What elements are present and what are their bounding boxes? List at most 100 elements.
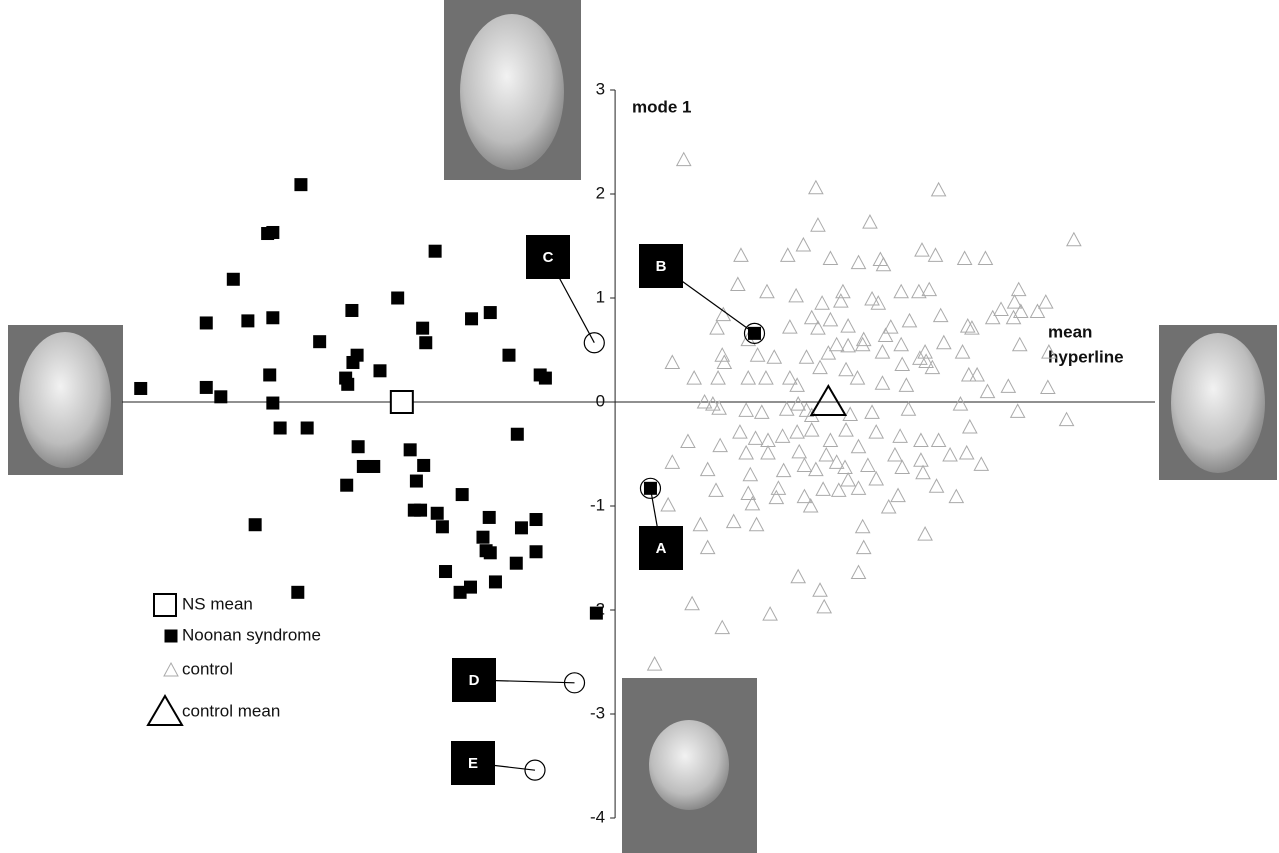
- legend: NS mean Noonan syndrome control control mea…: [148, 594, 321, 725]
- data-point: [809, 463, 823, 476]
- data-point: [661, 498, 675, 511]
- callout-label: A: [656, 540, 667, 557]
- data-point: [439, 565, 452, 578]
- callout-label: C: [543, 249, 554, 266]
- data-point: [961, 319, 975, 332]
- data-point: [340, 479, 353, 492]
- data-point: [1039, 295, 1053, 308]
- data-point: [930, 479, 944, 492]
- data-point: [791, 397, 805, 410]
- legend-label: control mean: [182, 701, 280, 720]
- data-point: [937, 336, 951, 349]
- data-point: [261, 227, 274, 240]
- data-point: [515, 521, 528, 534]
- data-point: [792, 445, 806, 458]
- x-axis-label: mean: [1048, 322, 1092, 341]
- data-point: [771, 481, 785, 494]
- data-point: [811, 218, 825, 231]
- data-point: [763, 607, 777, 620]
- data-point: [922, 283, 936, 296]
- legend-label: control: [182, 659, 233, 678]
- data-point: [665, 455, 679, 468]
- data-point: [850, 371, 864, 384]
- data-point: [895, 358, 909, 371]
- data-point: [1067, 233, 1081, 246]
- data-point: [830, 338, 844, 351]
- data-point: [781, 248, 795, 261]
- data-point: [274, 422, 287, 435]
- data-point: [410, 475, 423, 488]
- series: [391, 391, 413, 413]
- data-point: [819, 448, 833, 461]
- data-point: [863, 215, 877, 228]
- series: [811, 386, 845, 415]
- data-point: [790, 425, 804, 438]
- data-point: [797, 458, 811, 471]
- legend-label: Noonan syndrome: [182, 625, 321, 644]
- data-point: [263, 368, 276, 381]
- data-point: [710, 321, 724, 334]
- data-point: [739, 403, 753, 416]
- data-point: [823, 433, 837, 446]
- data-point: [823, 251, 837, 264]
- data-point: [677, 153, 691, 166]
- data-point: [816, 482, 830, 495]
- data-point: [1011, 404, 1025, 417]
- data-point: [915, 243, 929, 256]
- data-point: [214, 390, 227, 403]
- data-point: [539, 372, 552, 385]
- data-point: [823, 313, 837, 326]
- data-point: [751, 348, 765, 361]
- data-point: [852, 440, 866, 453]
- data-point: [805, 311, 819, 324]
- data-point: [590, 607, 603, 620]
- x-axis-label: hyperline: [1048, 347, 1124, 366]
- data-point: [761, 446, 775, 459]
- data-point: [227, 273, 240, 286]
- data-point: [241, 314, 254, 327]
- data-point: [934, 309, 948, 322]
- data-point: [776, 429, 790, 442]
- data-point: [693, 518, 707, 531]
- data-point: [414, 504, 427, 517]
- data-point: [454, 586, 467, 599]
- data-point: [815, 296, 829, 309]
- data-point: [994, 302, 1008, 315]
- callout-label: D: [469, 672, 480, 689]
- data-point: [918, 527, 932, 540]
- data-point: [1001, 379, 1015, 392]
- data-point: [687, 371, 701, 384]
- data-point: [914, 433, 928, 446]
- data-point: [790, 378, 804, 391]
- data-point: [852, 566, 866, 579]
- data-point: [391, 292, 404, 305]
- data-point: [875, 376, 889, 389]
- data-point: [1012, 283, 1026, 296]
- data-point: [483, 511, 496, 524]
- data-point: [476, 531, 489, 544]
- data-point: [249, 518, 262, 531]
- data-point: [783, 320, 797, 333]
- face-image-top: [444, 0, 581, 180]
- data-point: [932, 433, 946, 446]
- legend-marker: [148, 696, 182, 725]
- data-point: [943, 448, 957, 461]
- data-point: [266, 397, 279, 410]
- legend-label: NS mean: [182, 594, 253, 613]
- data-point: [834, 294, 848, 307]
- chart: mode 1 mean hyperline -4-3-2-10123ABCDEN…: [0, 0, 1279, 853]
- series: [648, 153, 1081, 670]
- data-point: [313, 335, 326, 348]
- data-point: [743, 468, 757, 481]
- data-point: [727, 515, 741, 528]
- data-point: [404, 443, 417, 456]
- data-point: [484, 546, 497, 559]
- data-point: [200, 316, 213, 329]
- data-point: [789, 289, 803, 302]
- data-point: [895, 461, 909, 474]
- data-point: [648, 657, 662, 670]
- data-point: [489, 575, 502, 588]
- data-point: [755, 405, 769, 418]
- data-point: [956, 345, 970, 358]
- data-point: [373, 364, 386, 377]
